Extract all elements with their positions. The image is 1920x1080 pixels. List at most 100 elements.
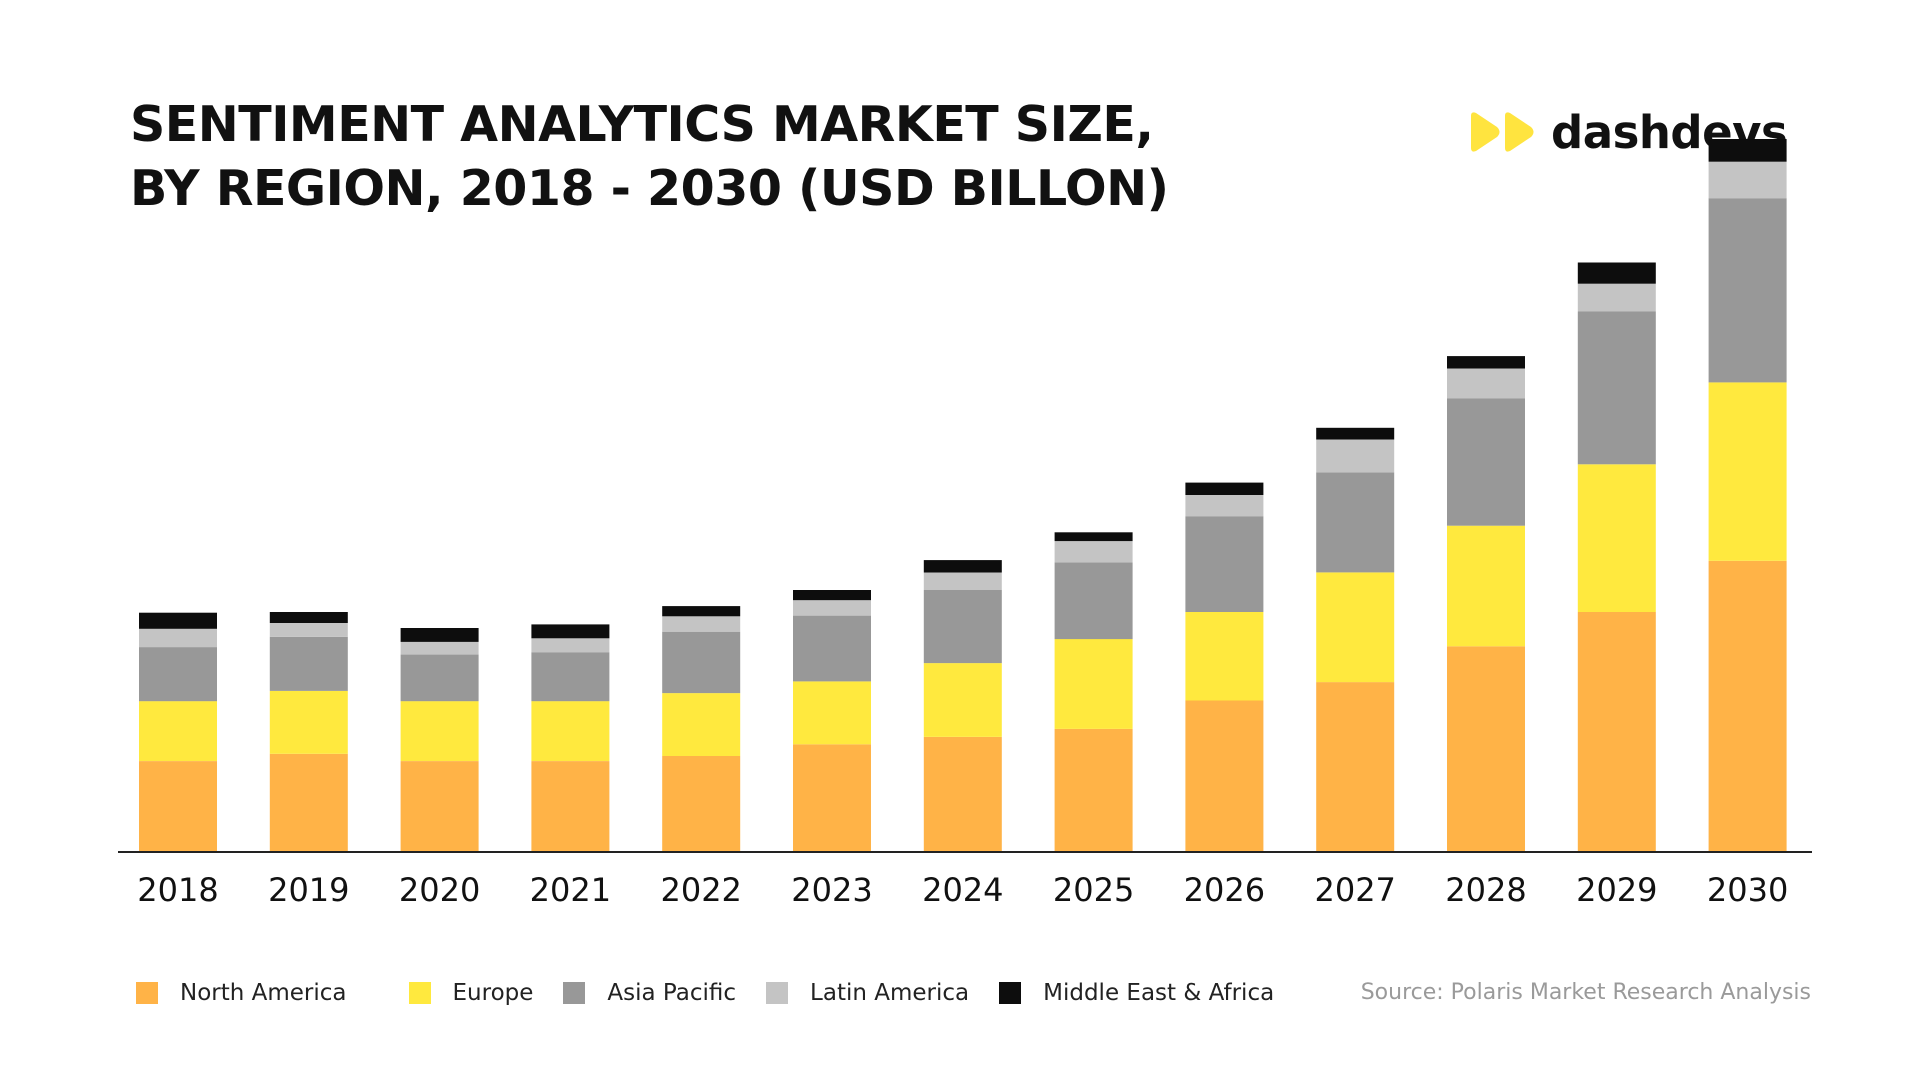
bar-2026-middle-east-africa: [1185, 482, 1264, 495]
bar-2023-middle-east-africa: [793, 590, 871, 601]
bar-2028-europe: [1447, 525, 1525, 647]
source-note: Source: Polaris Market Research Analysis: [1360, 980, 1811, 1005]
bar-2027-europe: [1316, 572, 1395, 683]
bar-2028-middle-east-africa: [1447, 356, 1525, 369]
bar-2023-latin-america: [793, 600, 871, 616]
x-tick-label: 2024: [922, 871, 1003, 909]
bar-2019-asia-pacific: [269, 636, 348, 691]
x-tick-label: 2018: [137, 871, 218, 909]
bar-2021-north-america: [531, 761, 610, 851]
x-tick-label: 2019: [268, 871, 349, 909]
bar-2026-north-america: [1185, 700, 1264, 851]
x-tick-label: 2030: [1707, 871, 1788, 909]
x-tick-label: 2027: [1314, 871, 1395, 909]
bar-2020-north-america: [400, 761, 479, 851]
bar-2030-middle-east-africa: [1708, 139, 1787, 162]
legend-label: Asia Pacific: [607, 980, 737, 1006]
legend-item: North America: [136, 980, 347, 1006]
chart-title-line-1: SENTIMENT ANALYTICS MARKET SIZE,: [130, 96, 1154, 153]
bar-2024-latin-america: [923, 572, 1002, 590]
bar-2019-europe: [269, 690, 348, 754]
x-tick-label: 2022: [660, 871, 741, 909]
bar-2025-middle-east-africa: [1054, 532, 1133, 542]
legend-label: North America: [180, 980, 347, 1006]
bar-2022-europe: [662, 693, 741, 756]
bar-2018-north-america: [139, 761, 217, 851]
legend-label: Europe: [452, 980, 534, 1006]
bar-2022-middle-east-africa: [662, 606, 741, 617]
bar-2025-europe: [1054, 639, 1133, 729]
x-tick-label: 2023: [791, 871, 872, 909]
x-tick-label: 2028: [1445, 871, 1526, 909]
bar-2029-europe: [1577, 464, 1656, 612]
x-tick-labels: 2018 2019 2020 2021 2022 2023 2024 2025 2026 2027…: [137, 871, 1788, 909]
bar-2021-asia-pacific: [531, 652, 610, 702]
bar-2027-asia-pacific: [1316, 472, 1395, 573]
bar-2020-middle-east-africa: [400, 628, 479, 642]
bar-2029-middle-east-africa: [1577, 262, 1656, 284]
bar-2027-north-america: [1316, 682, 1395, 851]
bar-2027-middle-east-africa: [1316, 427, 1395, 440]
bars-group: [139, 139, 1787, 851]
x-tick-label: 2025: [1053, 871, 1134, 909]
bar-2028-asia-pacific: [1447, 398, 1525, 526]
legend-item: Middle East & Africa: [999, 980, 1274, 1006]
bar-2022-north-america: [662, 756, 741, 851]
bar-2026-latin-america: [1185, 495, 1264, 517]
bar-2022-asia-pacific: [662, 631, 741, 694]
bar-2026-asia-pacific: [1185, 516, 1264, 612]
legend-label: Middle East & Africa: [1043, 980, 1275, 1006]
bar-2020-asia-pacific: [400, 654, 479, 702]
x-tick-label: 2020: [399, 871, 480, 909]
bar-2021-europe: [531, 701, 610, 761]
bar-2023-north-america: [793, 744, 871, 851]
bar-2019-middle-east-africa: [269, 612, 348, 623]
bar-2019-latin-america: [269, 622, 348, 637]
legend-swatch: [136, 982, 158, 1004]
bar-2024-asia-pacific: [923, 590, 1002, 664]
legend: North America Europe Asia Pacific Latin Ame…: [136, 976, 1274, 1010]
bar-2025-north-america: [1054, 728, 1133, 851]
bar-2030-europe: [1708, 382, 1787, 561]
bar-2019-north-america: [269, 753, 348, 851]
legend-label: Latin America: [810, 980, 970, 1006]
bar-2025-latin-america: [1054, 541, 1133, 563]
bar-2021-latin-america: [531, 638, 610, 653]
bar-2029-latin-america: [1577, 283, 1656, 312]
legend-item: Asia Pacific: [563, 980, 736, 1006]
bar-2020-europe: [400, 701, 479, 761]
bar-2028-latin-america: [1447, 368, 1525, 399]
bar-2020-latin-america: [400, 641, 479, 655]
bar-2018-asia-pacific: [139, 647, 217, 702]
legend-swatch: [999, 982, 1022, 1004]
bar-2022-latin-america: [662, 616, 741, 632]
bar-2023-europe: [793, 681, 871, 745]
bar-2018-middle-east-africa: [139, 612, 217, 629]
bar-2027-latin-america: [1316, 439, 1395, 473]
bar-2030-asia-pacific: [1708, 198, 1787, 383]
bar-2024-europe: [923, 663, 1002, 737]
bar-2024-north-america: [923, 737, 1002, 851]
bar-2024-middle-east-africa: [923, 560, 1002, 573]
bar-2030-north-america: [1708, 560, 1787, 851]
bar-2023-asia-pacific: [793, 615, 871, 682]
bar-2026-europe: [1185, 612, 1264, 701]
bar-2018-latin-america: [139, 628, 217, 648]
x-tick-label: 2021: [530, 871, 611, 909]
bar-2025-asia-pacific: [1054, 562, 1133, 640]
bar-2028-north-america: [1447, 646, 1525, 851]
bar-2018-europe: [139, 701, 217, 761]
double-play-icon: [1471, 112, 1534, 152]
legend-swatch: [408, 982, 431, 1004]
x-tick-label: 2029: [1576, 871, 1657, 909]
legend-swatch: [563, 982, 586, 1004]
chart-title-line-2: BY REGION, 2018 - 2030 (USD BILLON): [130, 160, 1169, 217]
bar-2029-north-america: [1577, 612, 1656, 851]
legend-swatch: [766, 982, 789, 1004]
bar-2030-latin-america: [1708, 161, 1787, 199]
bar-2029-asia-pacific: [1577, 311, 1656, 465]
legend-item: Latin America: [766, 980, 969, 1006]
legend-item: Europe: [408, 980, 534, 1006]
